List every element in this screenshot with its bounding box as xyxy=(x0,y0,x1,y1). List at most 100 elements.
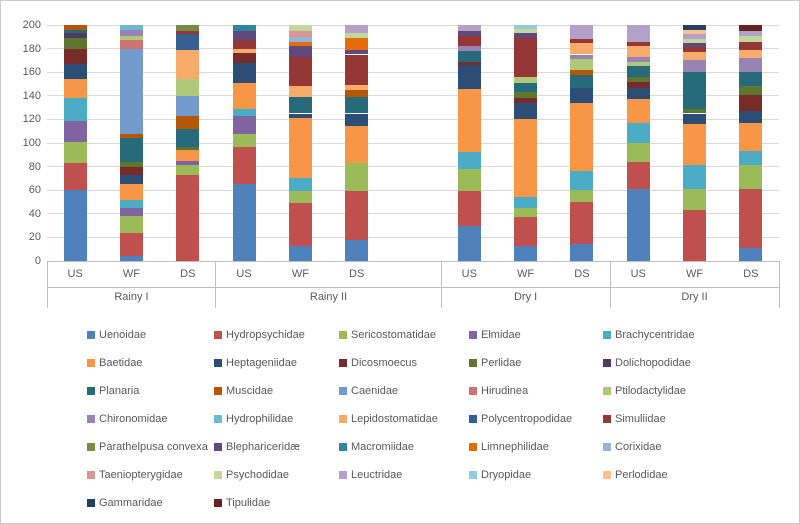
bar-segment-ptilodactylidae[interactable] xyxy=(176,79,200,96)
bar-segment-chironomidae[interactable] xyxy=(739,58,763,73)
bar-segment-baetidae[interactable] xyxy=(457,88,481,153)
legend-item-perlodidae[interactable]: Perlodidae xyxy=(603,469,668,481)
bar-segment-heptageniidae[interactable] xyxy=(345,113,369,127)
bar-segment-ptilodactylidae[interactable] xyxy=(119,35,143,41)
bar-segment-lepidostomatidae[interactable] xyxy=(683,52,707,61)
bar-segment-lepidostomatidae[interactable] xyxy=(345,85,369,90)
bar-segment-gammaridae[interactable] xyxy=(683,25,707,30)
bar-segment-psychodidae[interactable] xyxy=(683,39,707,43)
bar-segment-leuctridae[interactable] xyxy=(739,30,763,36)
bar-segment-muscidae[interactable] xyxy=(570,69,594,75)
bar-segment-uenoidae[interactable] xyxy=(119,256,143,261)
bar-segment-perlidae[interactable] xyxy=(63,37,87,49)
bar-segment-heptageniidae[interactable] xyxy=(232,62,256,83)
bar-segment-simuliidae[interactable] xyxy=(626,41,650,47)
bar-segment-lepidostomatidae[interactable] xyxy=(232,48,256,54)
bar-segment-limnephilidae[interactable] xyxy=(345,37,369,50)
bar-segment-brachycentridae[interactable] xyxy=(457,152,481,169)
bar-segment-blepharicerid-[interactable] xyxy=(288,46,312,57)
bar-segment-dicosmoecus[interactable] xyxy=(457,61,481,66)
bar-segment-dicosmoecus[interactable] xyxy=(739,94,763,112)
legend-item-chironomidae[interactable]: Chironomidae xyxy=(87,413,167,425)
bar-segment-dicosmoecus[interactable] xyxy=(626,81,650,88)
bar-segment-uenoidae[interactable] xyxy=(626,189,650,261)
bar-segment-perlidae[interactable] xyxy=(739,86,763,95)
bar-segment-lepidostomatidae[interactable] xyxy=(288,86,312,97)
bar-segment-caenidae[interactable] xyxy=(119,48,143,134)
bar-segment-baetidae[interactable] xyxy=(626,99,650,123)
bar-segment-dryopidae[interactable] xyxy=(514,25,538,29)
bar-segment-perlidae[interactable] xyxy=(683,108,707,114)
bar-segment-sericostomatidae[interactable] xyxy=(683,189,707,211)
bar-segment-brachycentridae[interactable] xyxy=(739,151,763,166)
legend-item-caenidae[interactable]: Caenidae xyxy=(339,385,398,397)
bar-segment-sericostomatidae[interactable] xyxy=(288,191,312,204)
legend-item-psychodidae[interactable]: Psychodidae xyxy=(214,469,289,481)
bar-segment-baetidae[interactable] xyxy=(232,82,256,109)
bar-segment-brachycentridae[interactable] xyxy=(232,108,256,116)
legend-item-limnephilidae[interactable]: Limnephilidae xyxy=(469,441,549,453)
bar-segment-heptageniidae[interactable] xyxy=(119,174,143,185)
bar-segment-hydropsychidae[interactable] xyxy=(457,191,481,226)
bar-segment-ptilodactylidae[interactable] xyxy=(626,61,650,67)
bar-segment-psychodidae[interactable] xyxy=(288,25,312,31)
bar-segment-hydropsychidae[interactable] xyxy=(63,163,87,191)
bar-segment-uenoidae[interactable] xyxy=(345,239,369,261)
bar-segment-uenoidae[interactable] xyxy=(288,245,312,261)
bar-segment-perlodidae[interactable] xyxy=(683,29,707,35)
bar-segment-hydropsychidae[interactable] xyxy=(288,203,312,246)
bar-segment-leuctridae[interactable] xyxy=(570,25,594,40)
bar-segment-leuctridae[interactable] xyxy=(345,25,369,34)
bar-segment-uenoidae[interactable] xyxy=(457,225,481,261)
legend-item-brachycentridae[interactable]: Brachycentridae xyxy=(603,329,695,341)
bar-segment-uenoidae[interactable] xyxy=(739,248,763,261)
bar-segment-planaria[interactable] xyxy=(457,50,481,62)
bar-segment-dicosmoecus[interactable] xyxy=(232,53,256,63)
bar-segment-planaria[interactable] xyxy=(626,66,650,77)
bar-segment-dicosmoecus[interactable] xyxy=(119,166,143,175)
bar-segment-uenoidae[interactable] xyxy=(514,245,538,261)
bar-segment-brachycentridae[interactable] xyxy=(288,178,312,192)
bar-segment-heptageniidae[interactable] xyxy=(514,102,538,120)
bar-segment-blepharicerid-[interactable] xyxy=(457,30,481,36)
bar-segment-muscidae[interactable] xyxy=(345,89,369,97)
bar-segment-simuliidae[interactable] xyxy=(457,35,481,47)
bar-segment-brachycentridae[interactable] xyxy=(626,122,650,143)
bar-segment-blepharicerid-[interactable] xyxy=(232,30,256,41)
legend-item-muscidae[interactable]: Muscidae xyxy=(214,385,273,397)
bar-segment-muscidae[interactable] xyxy=(176,115,200,129)
bar-segment-baetidae[interactable] xyxy=(176,150,200,161)
bar-segment-baetidae[interactable] xyxy=(739,122,763,152)
bar-segment-baetidae[interactable] xyxy=(683,124,707,166)
legend-item-hirudinea[interactable]: Hirudinea xyxy=(469,385,528,397)
legend-item-hydrophilidae[interactable]: Hydrophilidae xyxy=(214,413,293,425)
bar-segment-planaria[interactable] xyxy=(63,29,87,34)
bar-segment-planaria[interactable] xyxy=(176,128,200,147)
bar-segment-blepharicerid-[interactable] xyxy=(514,33,538,38)
bar-segment-baetidae[interactable] xyxy=(119,184,143,200)
legend-item-leuctridae[interactable]: Leuctridae xyxy=(339,469,402,481)
bar-segment-dolichopodidae[interactable] xyxy=(63,33,87,38)
bar-segment-brachycentridae[interactable] xyxy=(63,98,87,121)
legend-item-gammaridae[interactable]: Gammaridae xyxy=(87,497,163,509)
bar-segment-elmidae[interactable] xyxy=(63,120,87,142)
bar-segment-planaria[interactable] xyxy=(119,138,143,162)
legend-item-sericostomatidae[interactable]: Sericostomatidae xyxy=(339,329,436,341)
bar-segment-sericostomatidae[interactable] xyxy=(457,168,481,192)
bar-segment-planaria[interactable] xyxy=(288,96,312,114)
bar-segment-baetidae[interactable] xyxy=(288,118,312,179)
bar-segment-simuliidae[interactable] xyxy=(176,30,200,35)
bar-segment-lepidostomatidae[interactable] xyxy=(626,46,650,57)
bar-segment-hydropsychidae[interactable] xyxy=(570,202,594,245)
bar-segment-chironomidae[interactable] xyxy=(626,56,650,62)
legend-item-simuliidae[interactable]: Simuliidae xyxy=(603,413,666,425)
bar-segment-planaria[interactable] xyxy=(345,96,369,114)
bar-segment-chironomidae[interactable] xyxy=(457,46,481,51)
bar-segment-baetidae[interactable] xyxy=(514,119,538,198)
bar-segment-chironomidae[interactable] xyxy=(683,60,707,73)
bar-segment-simuliidae[interactable] xyxy=(739,41,763,50)
bar-segment-perlidae[interactable] xyxy=(119,161,143,167)
legend-item-dicosmoecus[interactable]: Dicosmoecus xyxy=(339,357,417,369)
bar-segment-elmidae[interactable] xyxy=(232,115,256,134)
bar-segment-psychodidae[interactable] xyxy=(739,35,763,42)
